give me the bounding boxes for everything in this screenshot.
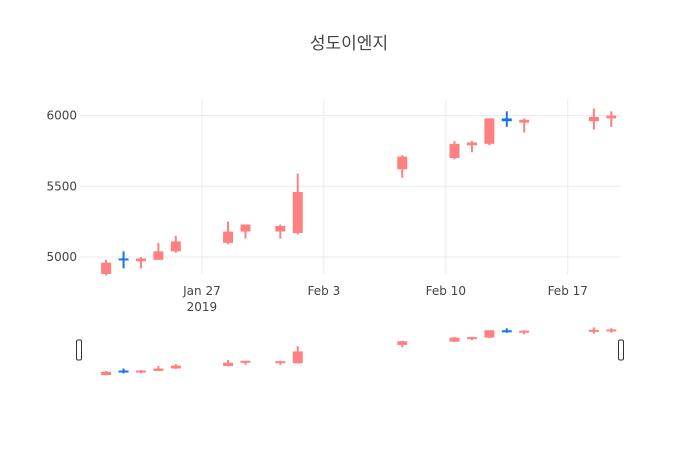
candle-body [275,225,286,232]
y-tick-label: 5500 [46,179,77,193]
slider-candle-body [397,341,408,345]
slider-candle-body [519,330,530,333]
range-slider-right-handle[interactable] [618,339,624,361]
candle-body [101,262,112,274]
candle-body [170,241,181,252]
candle-body [397,156,408,170]
candle-body [292,191,303,233]
slider-candle-body [275,361,286,364]
candle-body [588,116,599,122]
candle-body [223,231,234,243]
x-tick-label: Jan 27 [182,284,221,298]
slider-candle-body [466,337,477,340]
range-slider[interactable] [76,327,624,376]
slider-candle-body [135,370,146,373]
slider-candle-body [101,371,112,375]
slider-candle-body [484,330,495,338]
grid-layer [80,100,620,274]
y-tick-label: 5000 [46,250,77,264]
chart-title: 성도이엔지 [310,34,388,54]
slider-candle-body [292,351,303,364]
slider-candle-body [118,370,129,373]
slider-candle-body [606,329,617,332]
x-tick-label: Feb 3 [308,284,341,298]
y-tick-label: 6000 [46,109,77,123]
slider-candle-body [588,329,599,332]
slider-candle-body [153,368,164,371]
slider-candle-body [501,330,512,333]
axis-layer: 5000 5500 6000 Jan 27 2019 Feb 3 Feb 10 Feb 17 [46,109,587,314]
candle-body [118,258,129,261]
candle-body [466,142,477,146]
candle-body [240,224,251,232]
x-tick-label: Feb 10 [426,284,466,298]
range-slider-left-handle[interactable] [76,339,82,361]
candle-body [449,143,460,158]
candle-body [519,119,530,123]
slider-candle-body [240,360,251,363]
x-tick-sublabel: 2019 [187,300,218,314]
candle-layer [101,108,617,276]
candle-body [501,118,512,122]
slider-candle-body [449,337,460,342]
candle-body [484,118,495,144]
candle-body [606,115,617,119]
candle-body [153,251,164,260]
x-tick-label: Feb 17 [548,284,588,298]
candle-body [135,258,146,262]
slider-candle-body [170,365,181,369]
slider-candle-body [223,362,234,367]
